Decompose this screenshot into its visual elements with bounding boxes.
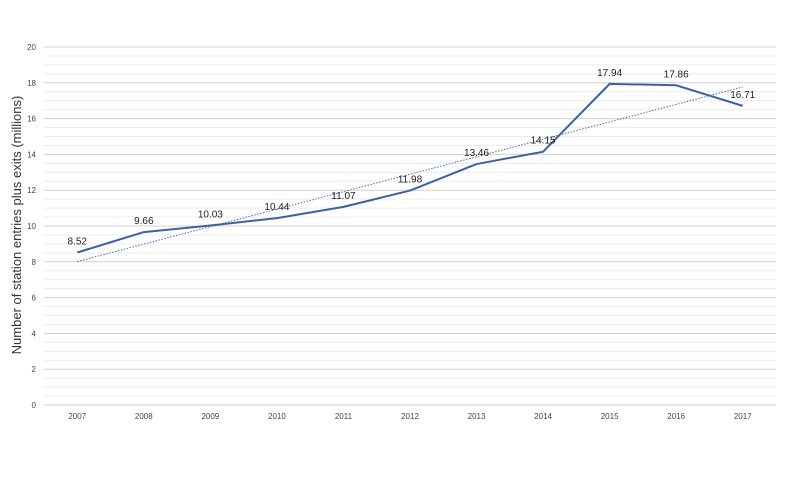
y-axis-title: Number of station entries plus exits (mi… bbox=[9, 96, 24, 355]
data-label: 9.66 bbox=[134, 216, 154, 227]
y-tick-label: 18 bbox=[27, 79, 36, 88]
data-label: 8.52 bbox=[68, 236, 88, 247]
minor-gridlines bbox=[44, 55, 776, 397]
y-tick-label: 14 bbox=[27, 150, 36, 159]
y-tick-label: 12 bbox=[27, 186, 36, 195]
data-label: 14.15 bbox=[531, 136, 556, 147]
data-label: 11.98 bbox=[398, 175, 423, 186]
data-label: 10.44 bbox=[264, 202, 289, 213]
series-line bbox=[76, 82, 744, 254]
y-tick-label: 4 bbox=[32, 329, 37, 338]
series-group bbox=[76, 82, 744, 254]
data-labels: 8.52 9.66 10.03 10.44 11.07 11.98 13.46 14.15 17… bbox=[68, 68, 756, 248]
x-tick-label: 2008 bbox=[135, 412, 153, 421]
data-label: 13.46 bbox=[464, 148, 489, 159]
y-tick-label: 2 bbox=[32, 365, 37, 374]
trendline-group bbox=[77, 86, 743, 262]
x-tick-label: 2013 bbox=[468, 412, 486, 421]
x-tick-label: 2017 bbox=[734, 412, 752, 421]
y-tick-label: 10 bbox=[27, 222, 36, 231]
x-tick-label: 2007 bbox=[68, 412, 86, 421]
y-tick-label: 16 bbox=[27, 115, 36, 124]
y-axis-ticks: 0 2 4 6 8 10 12 14 16 18 20 bbox=[27, 43, 36, 410]
x-tick-label: 2009 bbox=[201, 412, 219, 421]
data-label: 16.71 bbox=[730, 90, 755, 101]
trendline bbox=[77, 86, 743, 262]
data-label: 10.03 bbox=[198, 209, 223, 220]
x-tick-label: 2016 bbox=[667, 412, 685, 421]
x-axis-ticks: 2007 2008 2009 2010 2011 2012 2013 2014 2015 2016… bbox=[68, 412, 752, 421]
y-tick-label: 20 bbox=[27, 43, 36, 52]
x-tick-label: 2010 bbox=[268, 412, 286, 421]
data-label: 11.07 bbox=[331, 191, 356, 202]
x-tick-label: 2014 bbox=[534, 412, 552, 421]
data-label: 17.94 bbox=[597, 68, 622, 79]
x-tick-label: 2012 bbox=[401, 412, 419, 421]
data-label: 17.86 bbox=[664, 69, 689, 80]
x-tick-label: 2015 bbox=[601, 412, 619, 421]
y-tick-label: 8 bbox=[32, 258, 37, 267]
y-tick-label: 6 bbox=[32, 294, 37, 303]
x-tick-label: 2011 bbox=[335, 412, 353, 421]
y-tick-label: 0 bbox=[32, 401, 37, 410]
